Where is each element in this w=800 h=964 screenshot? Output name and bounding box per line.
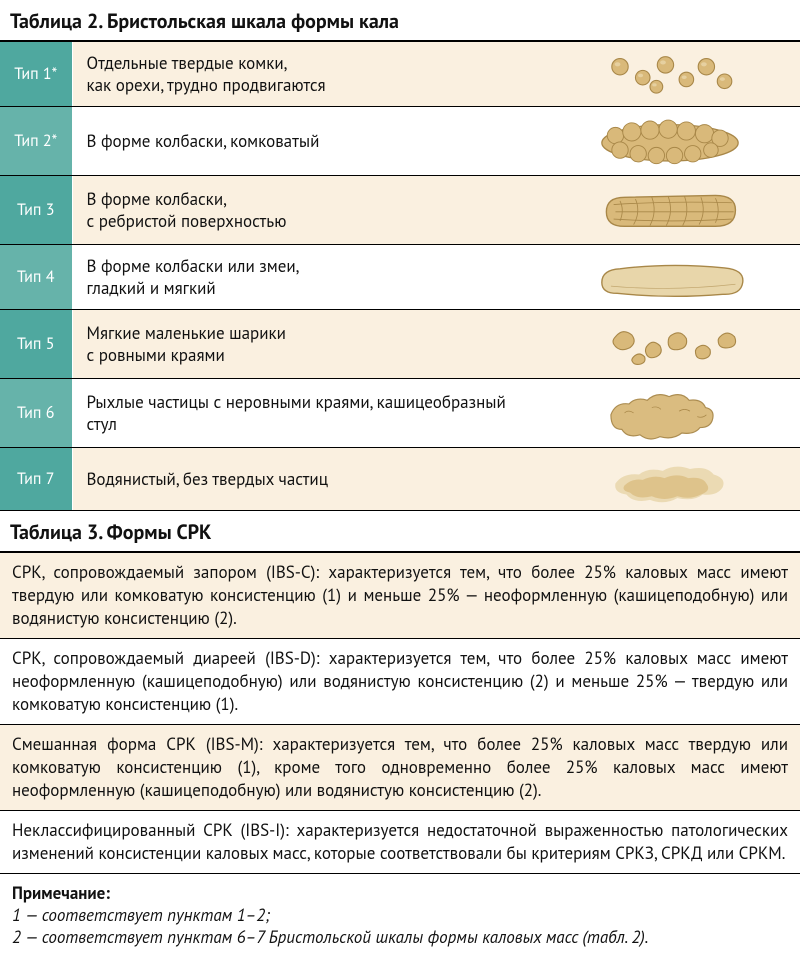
bristol-row: Тип 5Мягкие маленькие шарикис ровными кр… [0,310,800,379]
type-illustration [540,310,800,379]
table2-title: Таблица 2. Бристольская шкала формы кала [0,0,800,42]
type-description: Отдельные твердые комки,как орехи, трудн… [72,42,540,107]
type-label: Тип 5 [0,310,72,379]
type-illustration [540,379,800,448]
forms-row: СРК, сопровождаемый запором (IBS-C): хар… [0,553,800,638]
type-illustration [540,448,800,511]
type-label: Тип 7 [0,448,72,511]
type-label: Тип 2* [0,107,72,176]
forms-row: СРК, сопровождаемый диареей (IBS-D): хар… [0,639,800,725]
table3-title: Таблица 3. Формы СРК [0,511,800,553]
note-heading: Примечание: [12,882,788,904]
forms-cell: Неклассифицированный СРК (IBS-I): характ… [0,810,800,873]
note-line-1: 1 — соответствует пунктам 1–2; [12,904,788,926]
type-illustration [540,42,800,107]
bristol-row: Тип 2*В форме колбаски, комковатый [0,107,800,176]
type-label: Тип 1* [0,42,72,107]
note-line-2: 2 — соответствует пунктам 6–7 Бристольск… [12,926,788,948]
type-illustration [540,176,800,245]
forms-cell: СРК, сопровождаемый диареей (IBS-D): хар… [0,639,800,725]
type-label: Тип 3 [0,176,72,245]
type-description: В форме колбаски, комковатый [72,107,540,176]
note-block: Примечание: 1 — соответствует пунктам 1–… [0,874,800,964]
bristol-row: Тип 6Рыхлые частицы с неровными краями, … [0,379,800,448]
bristol-row: Тип 4В форме колбаски или змеи,гладкий и… [0,245,800,310]
type-description: Рыхлые частицы с неровными краями, кашиц… [72,379,540,448]
forms-cell: СРК, сопровождаемый запором (IBS-C): хар… [0,553,800,638]
type-illustration [540,107,800,176]
type-description: Мягкие маленькие шарикис ровными краями [72,310,540,379]
type-description: Водянистый, без твердых частиц [72,448,540,511]
type-label: Тип 4 [0,245,72,310]
forms-row: Смешанная форма СРК (IBS-M): характеризу… [0,725,800,811]
bristol-row: Тип 7Водянистый, без твердых частиц [0,448,800,511]
type-illustration [540,245,800,310]
type-description: В форме колбаски,с ребристой поверхность… [72,176,540,245]
bristol-row: Тип 3В форме колбаски,с ребристой поверх… [0,176,800,245]
type-label: Тип 6 [0,379,72,448]
type-description: В форме колбаски или змеи,гладкий и мягк… [72,245,540,310]
forms-cell: Смешанная форма СРК (IBS-M): характеризу… [0,725,800,811]
forms-row: Неклассифицированный СРК (IBS-I): характ… [0,810,800,873]
bristol-row: Тип 1*Отдельные твердые комки,как орехи,… [0,42,800,107]
forms-table: СРК, сопровождаемый запором (IBS-C): хар… [0,553,800,873]
bristol-table: Тип 1*Отдельные твердые комки,как орехи,… [0,42,800,511]
